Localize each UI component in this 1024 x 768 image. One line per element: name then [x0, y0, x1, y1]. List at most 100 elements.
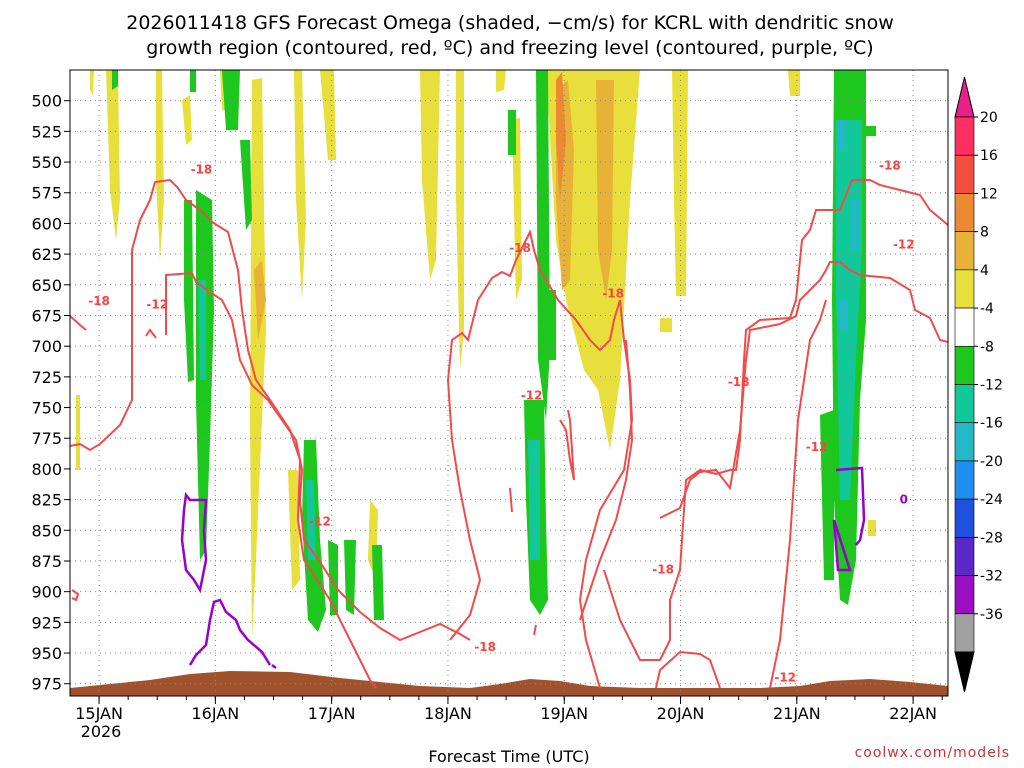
plot-background	[70, 70, 948, 696]
x-axis-tick-label: 16JAN	[192, 704, 240, 723]
colorbar: 20 16 12 8 4 -4 -8 -12 -16 -20 -24 -28 -32 -36	[954, 76, 1003, 693]
colorbar-swatch	[954, 384, 975, 424]
y-axis-tick-label: 550	[31, 153, 62, 172]
colorbar-swatch	[954, 154, 975, 194]
colorbar-swatch	[954, 460, 975, 500]
contour-label-red: -18	[474, 640, 496, 654]
omega-yellow-area	[420, 70, 440, 280]
chart-title-line1: 2026011418 GFS Forecast Omega (shaded, −…	[126, 12, 893, 34]
x-axis-tick-label: 18JAN	[424, 704, 472, 723]
contour-red	[509, 339, 634, 636]
omega-teal-area	[306, 480, 316, 560]
contour-red	[655, 299, 827, 689]
omega-yellow-area	[660, 318, 672, 332]
colorbar-label: 16	[980, 148, 998, 164]
y-axis-tick-label: 700	[31, 337, 62, 356]
colorbar-label: -24	[980, 492, 1003, 508]
contour-label-red: -12	[774, 671, 796, 685]
credit-text: coolwx.com/models	[855, 745, 1010, 761]
y-axis-tick-label: 725	[31, 368, 62, 387]
omega-yellow-area	[90, 70, 94, 95]
contour-red	[69, 178, 377, 689]
y-axis-tick-label: 775	[31, 429, 62, 448]
omega-yellow-area	[106, 70, 120, 240]
y-axis-tick-label: 975	[31, 675, 62, 694]
colorbar-swatch	[954, 575, 975, 615]
omega-orange-area	[556, 72, 566, 200]
y-axis-tick-label: 800	[31, 460, 62, 479]
y-axis-tick-label: 675	[31, 306, 62, 325]
x-axis-tick-label: 17JAN	[308, 704, 356, 723]
x-axis: 15JAN 16JAN 17JAN 18JAN 19JAN 20JAN 21JAN 22JAN	[75, 696, 943, 723]
colorbar-swatch	[954, 498, 975, 538]
y-axis-tick-label: 650	[31, 276, 62, 295]
omega-orange-area	[596, 80, 614, 300]
omega-green-area	[184, 200, 194, 382]
colorbar-swatch	[954, 422, 975, 462]
omega-cyan-area	[838, 120, 846, 150]
omega-yellow-area	[788, 70, 800, 96]
y-axis-tick-label: 900	[31, 583, 62, 602]
omega-cyan-area	[852, 200, 860, 250]
y-axis-tick-label: 525	[31, 122, 62, 141]
omega-green-area	[372, 545, 384, 620]
omega-green-area	[536, 70, 550, 420]
contour-label-red: -12	[146, 297, 168, 311]
y-axis-tick-label: 600	[31, 214, 62, 233]
omega-teal-area	[198, 280, 206, 380]
omega-yellow-area	[250, 78, 266, 640]
colorbar-swatch	[954, 231, 975, 271]
terrain-ground	[70, 671, 948, 696]
contour-purple	[180, 491, 208, 594]
colorbar-swatch	[954, 307, 975, 347]
colorbar-label: -8	[980, 339, 994, 355]
dendritic-contours	[69, 178, 949, 689]
omega-green-area	[222, 70, 240, 130]
contour-red	[603, 179, 949, 661]
contour-label-red: -12	[309, 515, 331, 529]
contour-purple	[832, 466, 866, 572]
omega-yellow-area	[672, 70, 688, 296]
omega-yellow-area	[294, 70, 306, 300]
colorbar-label: 4	[980, 263, 989, 279]
omega-yellow-area	[320, 70, 336, 160]
chart-title-line2: growth region (contoured, red, ºC) and f…	[146, 37, 873, 59]
plot-area: -18 -18 -12 -12 -18 -18 -18 -18 -12 -18 -12 -12 -18 -…	[69, 69, 949, 697]
omega-teal-area	[528, 440, 540, 560]
y-axis-tick-label: 825	[31, 491, 62, 510]
contour-red-small	[71, 589, 80, 602]
contour-label-red: -18	[88, 294, 110, 308]
x-axis-tick-label: 22JAN	[889, 704, 937, 723]
contour-purple	[271, 664, 277, 669]
contour-label-red: -18	[879, 159, 901, 173]
y-axis: 500 525 550 575 600 625 650 675 700 725 750 775 800 8…	[31, 92, 70, 694]
freezing-level-markers	[71, 589, 80, 602]
colorbar-label: -16	[980, 416, 1003, 432]
omega-green-area	[112, 70, 118, 90]
colorbar-swatch	[954, 345, 975, 385]
contour-label-red: -12	[521, 388, 543, 402]
x-axis-tick-label: 19JAN	[540, 704, 588, 723]
x-axis-title: Forecast Time (UTC)	[428, 747, 589, 766]
colorbar-swatch	[954, 116, 975, 156]
omega-green-area	[344, 540, 356, 615]
omega-yellow-area	[76, 395, 80, 470]
contour-label-red: -18	[191, 162, 213, 176]
colorbar-label: 12	[980, 186, 998, 202]
y-axis-tick-label: 575	[31, 184, 62, 203]
omega-yellow-area	[182, 95, 192, 145]
omega-yellow-area	[456, 70, 464, 370]
x-axis-tick-label: 15JAN	[75, 704, 123, 723]
omega-green-area	[820, 410, 834, 580]
contour-label-red: -18	[728, 375, 750, 389]
colorbar-swatch	[954, 269, 975, 309]
y-axis-tick-label: 500	[31, 92, 62, 111]
colorbar-label: -28	[980, 530, 1003, 546]
contour-red	[659, 261, 949, 519]
y-axis-tick-label: 950	[31, 644, 62, 663]
colorbar-swatch	[954, 613, 975, 653]
x-axis-tick-label: 21JAN	[773, 704, 821, 723]
y-axis-tick-label: 625	[31, 245, 62, 264]
omega-green-area	[548, 290, 556, 360]
colorbar-label: -36	[980, 607, 1003, 623]
